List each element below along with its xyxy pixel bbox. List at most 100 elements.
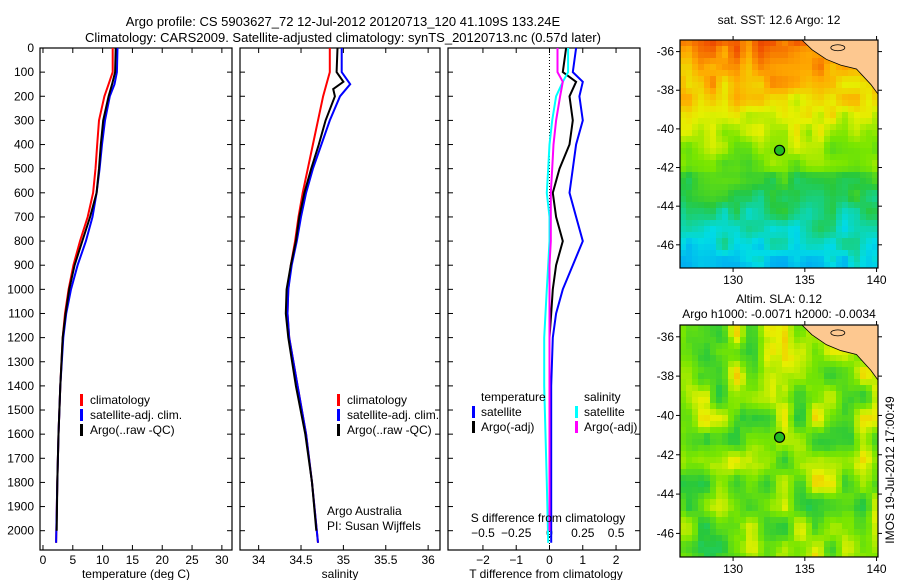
map-cell	[776, 172, 782, 178]
legend-swatch	[337, 409, 340, 421]
map-cell	[728, 154, 734, 160]
map-cell	[716, 244, 722, 250]
map-cell	[758, 469, 764, 475]
map-cell	[698, 148, 704, 154]
map-cell	[728, 214, 734, 220]
map-cell	[704, 355, 710, 361]
map-cell	[704, 226, 710, 232]
map-cell	[776, 94, 782, 100]
map-cell	[800, 106, 806, 112]
map-cell	[824, 142, 830, 148]
map-cell	[734, 136, 740, 142]
map-cell	[764, 517, 770, 523]
map-cell	[800, 361, 806, 367]
map-cell	[794, 367, 800, 373]
map-cell	[830, 244, 836, 250]
map-cell	[866, 445, 872, 451]
pi-label: PI: Susan Wijffels	[327, 519, 421, 533]
map-cell	[692, 166, 698, 172]
map-cell	[800, 349, 806, 355]
map-cell	[842, 118, 848, 124]
map-cell	[734, 541, 740, 547]
map-cell	[686, 439, 692, 445]
map-cell	[704, 445, 710, 451]
map-cell	[836, 421, 842, 427]
map-cell	[692, 493, 698, 499]
map-cell	[770, 250, 776, 256]
map-cell	[692, 136, 698, 142]
map-cell	[770, 94, 776, 100]
map-cell	[770, 70, 776, 76]
map-cell	[776, 70, 782, 76]
map-cell	[746, 493, 752, 499]
map-cell	[734, 547, 740, 553]
map-cell	[842, 463, 848, 469]
map-cell	[872, 487, 878, 493]
map-cell	[728, 343, 734, 349]
map-cell	[830, 451, 836, 457]
map-cell	[776, 493, 782, 499]
map-cell	[806, 196, 812, 202]
map-cell	[842, 493, 848, 499]
map-cell	[788, 184, 794, 190]
map-cell	[872, 505, 878, 511]
map-cell	[782, 349, 788, 355]
x-tick-label: 130	[723, 562, 743, 576]
map-cell	[830, 409, 836, 415]
map-cell	[740, 499, 746, 505]
map-cell	[716, 361, 722, 367]
map-cell	[740, 475, 746, 481]
map-cell	[806, 58, 812, 64]
map-cell	[818, 262, 824, 268]
map-cell	[716, 505, 722, 511]
map-cell	[680, 196, 686, 202]
map-cell	[692, 160, 698, 166]
map-cell	[758, 499, 764, 505]
map-cell	[722, 475, 728, 481]
map-cell	[800, 439, 806, 445]
map-cell	[782, 232, 788, 238]
map-cell	[704, 238, 710, 244]
map-cell	[818, 469, 824, 475]
map-cell	[788, 262, 794, 268]
map-cell	[752, 214, 758, 220]
map-cell	[776, 130, 782, 136]
map-cell	[794, 331, 800, 337]
map-cell	[812, 190, 818, 196]
map-cell	[698, 190, 704, 196]
map-cell	[806, 238, 812, 244]
map-cell	[734, 391, 740, 397]
map-cell	[764, 349, 770, 355]
map-cell	[752, 493, 758, 499]
map-cell	[830, 94, 836, 100]
map-cell	[740, 409, 746, 415]
map-cell	[734, 427, 740, 433]
map-cell	[776, 391, 782, 397]
map-cell	[836, 457, 842, 463]
map-cell	[758, 427, 764, 433]
map-cell	[758, 154, 764, 160]
map-cell	[680, 166, 686, 172]
map-cell	[692, 445, 698, 451]
map-cell	[758, 439, 764, 445]
map-cell	[758, 160, 764, 166]
map-cell	[686, 373, 692, 379]
map-cell	[704, 58, 710, 64]
map-cell	[812, 397, 818, 403]
map-cell	[776, 46, 782, 52]
y-tick-label: 400	[14, 138, 34, 152]
map-cell	[830, 385, 836, 391]
map-cell	[746, 226, 752, 232]
map-cell	[734, 475, 740, 481]
map-cell	[770, 547, 776, 553]
map-cell	[842, 100, 848, 106]
map-cell	[764, 88, 770, 94]
kangaroo-island	[830, 329, 846, 337]
map-cell	[680, 433, 686, 439]
map-cell	[794, 262, 800, 268]
map-cell	[710, 118, 716, 124]
map-cell	[812, 463, 818, 469]
map-cell	[710, 373, 716, 379]
map-cell	[752, 172, 758, 178]
map-cell	[716, 106, 722, 112]
